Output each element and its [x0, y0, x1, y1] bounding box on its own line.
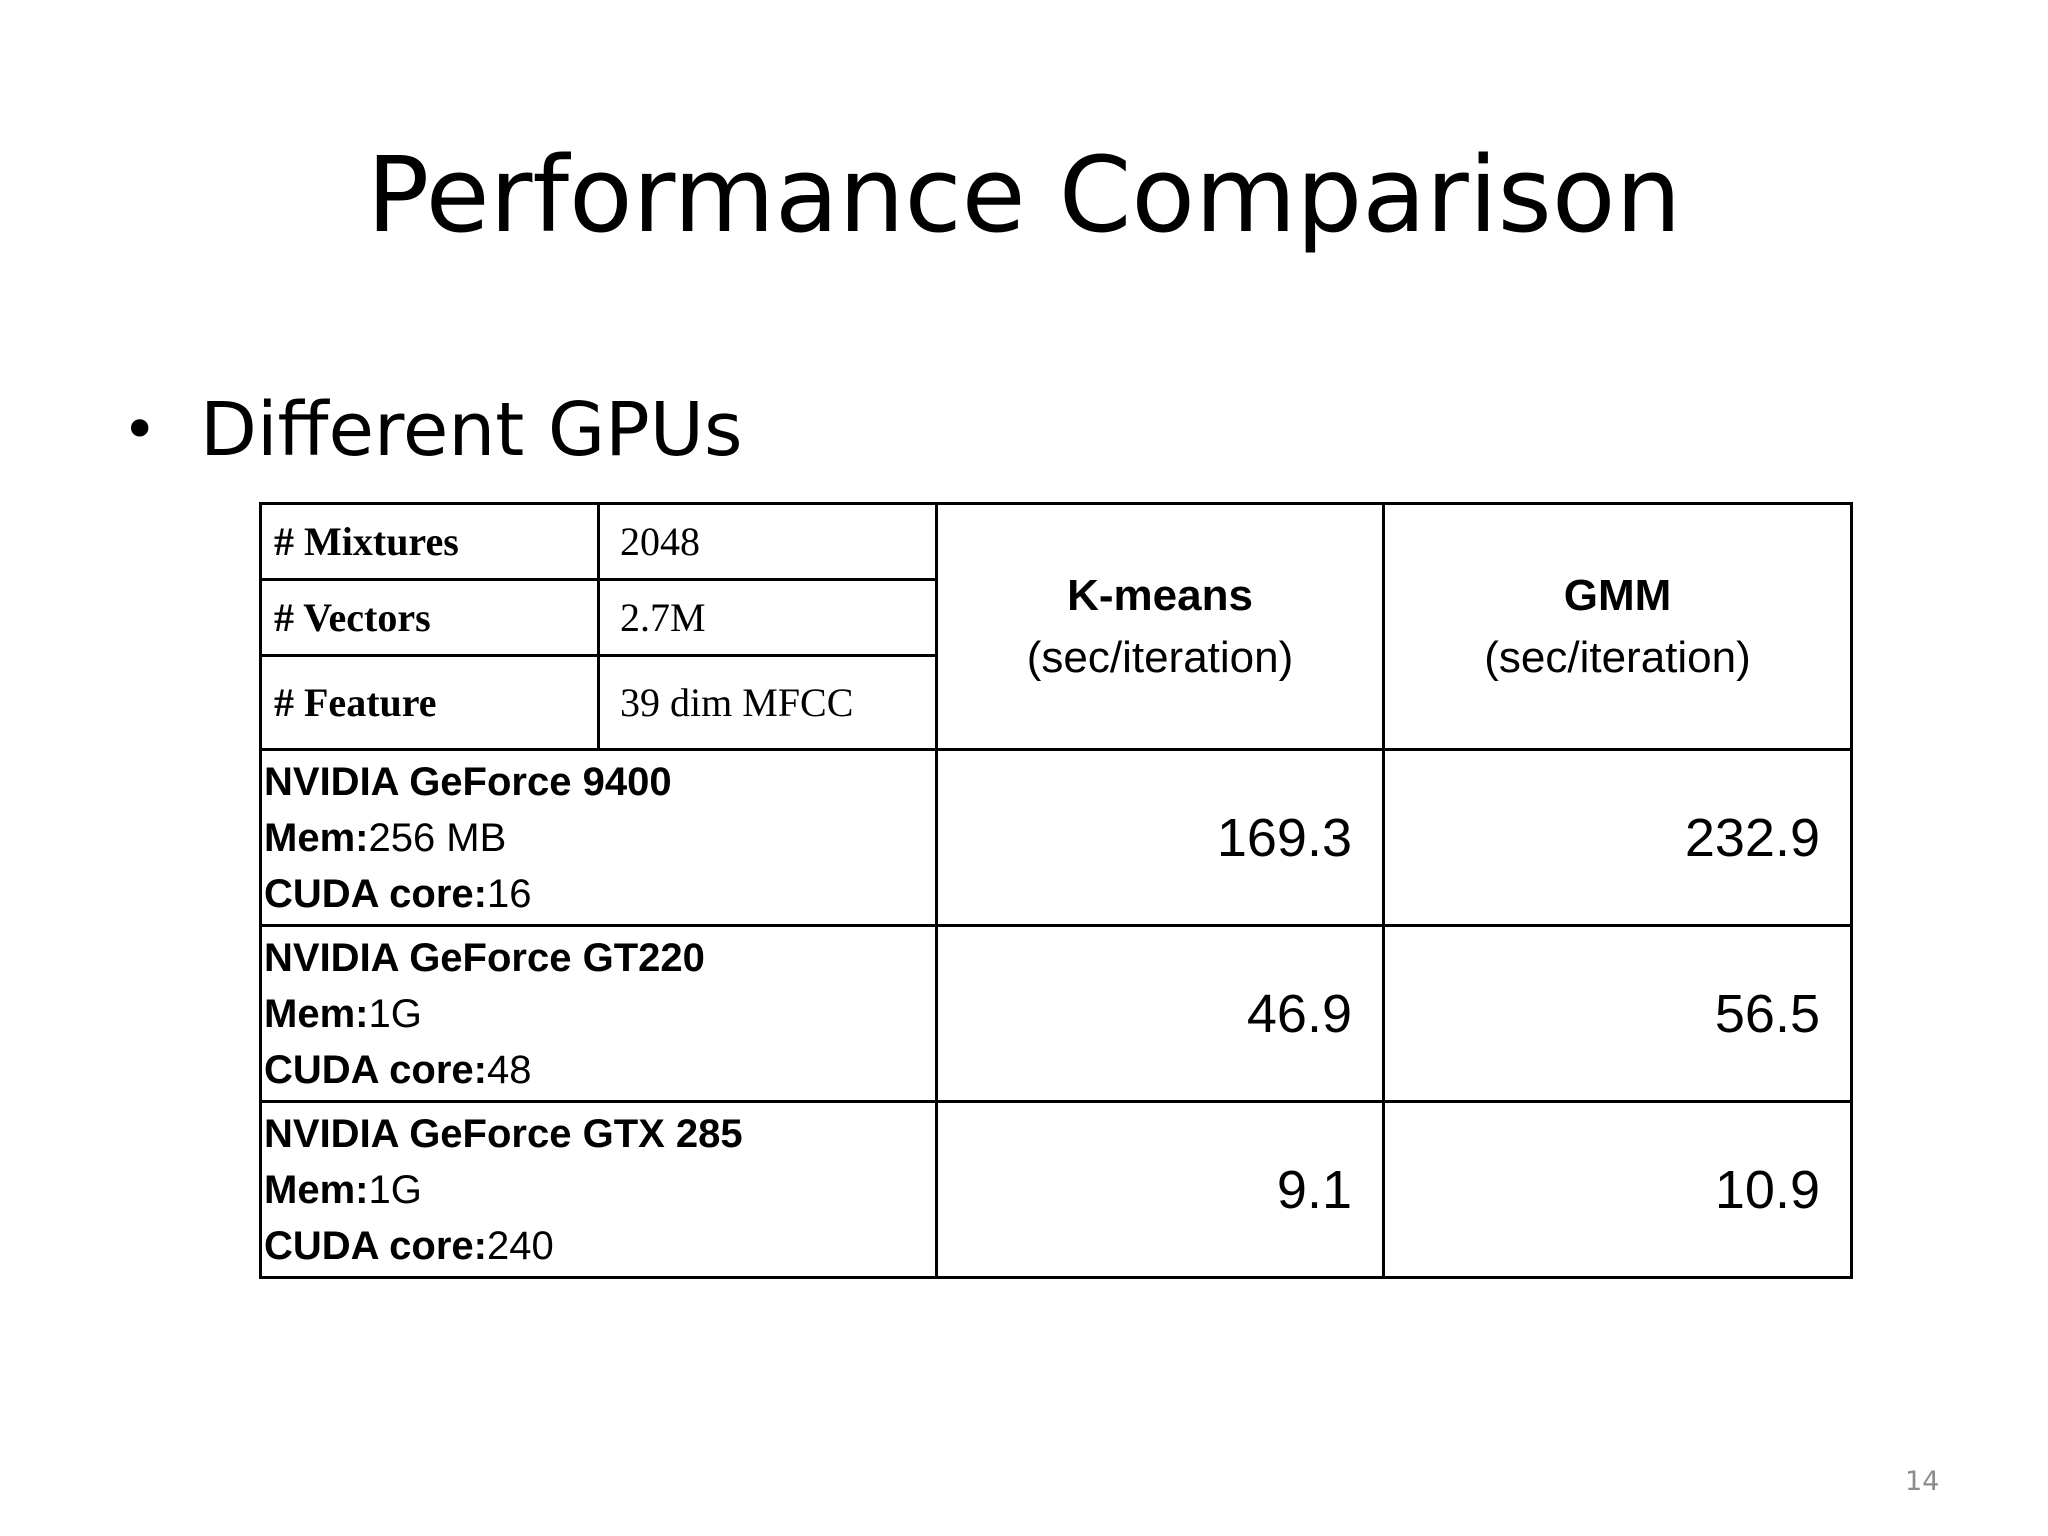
gpu-cell: NVIDIA GeForce 9400 Mem:256 MB CUDA core…	[259, 748, 938, 927]
mem-label: Mem:	[264, 991, 369, 1036]
cores-value: 240	[487, 1223, 554, 1268]
gpu-name: NVIDIA GeForce GTX 285	[264, 1111, 743, 1156]
gpu-name: NVIDIA GeForce GT220	[264, 935, 705, 980]
mem-value: 1G	[368, 991, 422, 1036]
column-title-gmm: GMM	[1563, 570, 1672, 620]
slide-title: Performance Comparison	[366, 134, 1682, 256]
kmeans-value: 169.3	[935, 748, 1385, 927]
table-row: NVIDIA GeForce GTX 285 Mem:1G CUDA core:…	[259, 1100, 1853, 1279]
meta-label-feature: # Feature	[259, 654, 600, 751]
kmeans-value: 46.9	[935, 924, 1385, 1103]
column-unit-kmeans: (sec/iteration)	[1026, 632, 1294, 682]
meta-value-vectors: 2.7M	[597, 578, 938, 657]
page-number: 14	[1905, 1466, 1940, 1497]
performance-table: # Mixtures 2048 K-means (sec/iteration) …	[259, 502, 1853, 1279]
column-unit-gmm: (sec/iteration)	[1484, 632, 1751, 682]
meta-value-mixtures: 2048	[597, 502, 938, 581]
gpu-name: NVIDIA GeForce 9400	[264, 759, 672, 804]
gpu-cell: NVIDIA GeForce GTX 285 Mem:1G CUDA core:…	[259, 1100, 938, 1279]
gmm-value: 56.5	[1382, 924, 1853, 1103]
bullet-text: Different GPUs	[200, 387, 743, 473]
meta-value-feature: 39 dim MFCC	[597, 654, 938, 751]
bullet-dot-icon: •	[122, 395, 158, 465]
cores-value: 48	[487, 1047, 532, 1092]
meta-label-vectors: # Vectors	[259, 578, 600, 657]
table-row: # Mixtures 2048 K-means (sec/iteration) …	[259, 502, 1853, 751]
bullet-item: • Different GPUs	[122, 380, 743, 480]
gmm-value: 232.9	[1382, 748, 1853, 927]
table-row: NVIDIA GeForce 9400 Mem:256 MB CUDA core…	[259, 748, 1853, 927]
meta-label-mixtures: # Mixtures	[259, 502, 600, 581]
cores-value: 16	[487, 871, 532, 916]
gpu-cell: NVIDIA GeForce GT220 Mem:1G CUDA core:48	[259, 924, 938, 1103]
column-header-gmm: GMM (sec/iteration)	[1382, 502, 1853, 751]
column-title-kmeans: K-means	[1067, 570, 1253, 620]
cores-label: CUDA core:	[264, 1047, 487, 1092]
column-header-kmeans: K-means (sec/iteration)	[935, 502, 1385, 751]
mem-value: 1G	[368, 1167, 422, 1212]
mem-value: 256 MB	[368, 815, 507, 860]
table-row: NVIDIA GeForce GT220 Mem:1G CUDA core:48…	[259, 924, 1853, 1103]
cores-label: CUDA core:	[264, 1223, 487, 1268]
mem-label: Mem:	[264, 1167, 369, 1212]
gmm-value: 10.9	[1382, 1100, 1853, 1279]
cores-label: CUDA core:	[264, 871, 487, 916]
mem-label: Mem:	[264, 815, 369, 860]
table-row: # Vectors 2.7M	[259, 578, 1852, 657]
table-row: # Feature 39 dim MFCC	[259, 654, 1852, 751]
kmeans-value: 9.1	[935, 1100, 1385, 1279]
